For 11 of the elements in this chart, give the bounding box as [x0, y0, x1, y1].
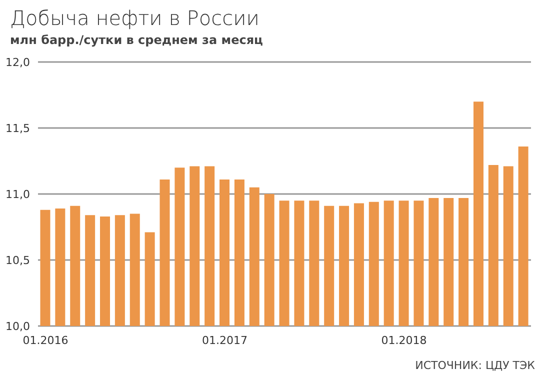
y-tick-label: 10,5: [6, 254, 30, 267]
text: ИСТОЧНИК: ЦДУ ТЭК: [415, 359, 535, 372]
x-tick-label: 01.2018: [381, 334, 427, 347]
y-tick-label: 11,0: [6, 188, 30, 201]
x-tick-label: 01.2016: [22, 334, 68, 347]
y-tick-label: 10,0: [6, 320, 30, 333]
chart-title: Добыча нефти в России: [10, 6, 260, 30]
y-tick-label: 12,0: [6, 56, 30, 69]
chart-subtitle: млн барр./сутки в среднем за месяц: [10, 33, 263, 47]
y-tick-label: 11,5: [6, 122, 30, 135]
x-tick-label: 01.2017: [202, 334, 248, 347]
